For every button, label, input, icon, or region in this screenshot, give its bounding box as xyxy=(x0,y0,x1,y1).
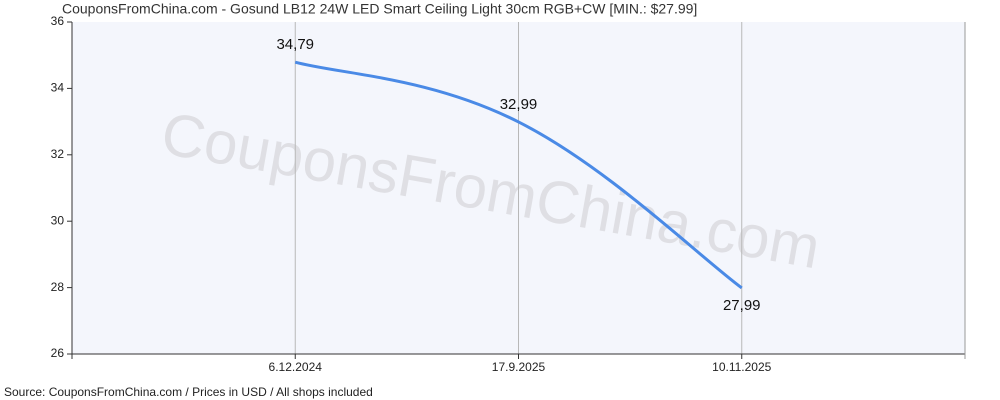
y-tick-label: 34 xyxy=(51,81,65,95)
y-tick-label: 32 xyxy=(51,147,65,161)
x-tick-label: 6.12.2024 xyxy=(269,360,323,374)
y-tick-label: 26 xyxy=(51,346,65,360)
value-label: 27,99 xyxy=(723,297,761,314)
plot: 26 28 30 32 34 36 6.12.2024 17.9.2025 10.11.2025… xyxy=(51,14,966,374)
y-tick-label: 30 xyxy=(51,213,65,227)
value-label: 34,79 xyxy=(276,36,314,53)
y-tick-label: 36 xyxy=(51,14,65,28)
y-tick-label: 28 xyxy=(51,280,65,294)
x-tick-label: 10.11.2025 xyxy=(712,360,771,374)
value-label: 32,99 xyxy=(500,96,538,113)
chart-title: CouponsFromChina.com - Gosund LB12 24W L… xyxy=(62,1,697,17)
x-tick-label: 17.9.2025 xyxy=(492,360,546,374)
source-note: Source: CouponsFromChina.com / Prices in… xyxy=(4,385,373,399)
price-line xyxy=(294,60,743,290)
